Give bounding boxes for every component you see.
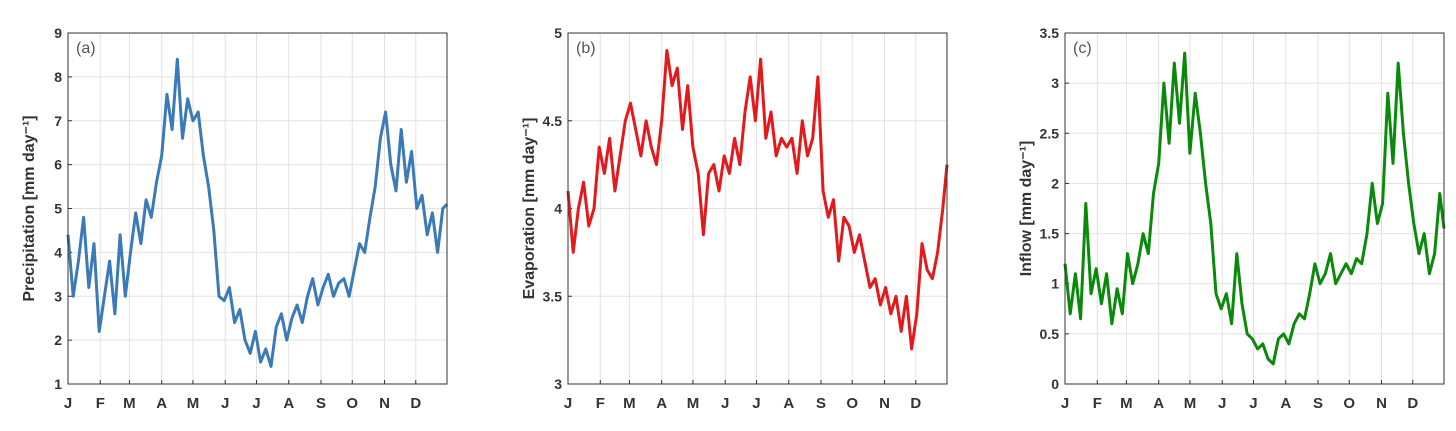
panel-label: (c) xyxy=(1073,40,1092,57)
x-tick-label: N xyxy=(879,395,890,412)
y-tick-label: 3 xyxy=(554,376,562,392)
y-tick-label: 4 xyxy=(54,244,62,260)
y-tick-label: 4.5 xyxy=(543,113,563,129)
x-tick-label: A xyxy=(1280,395,1291,412)
x-tick-label: J xyxy=(1061,395,1069,412)
x-tick-label: O xyxy=(346,395,358,412)
x-tick-label: F xyxy=(596,395,605,412)
y-tick-label: 2 xyxy=(54,332,62,348)
y-tick-label: 3 xyxy=(54,288,62,304)
y-tick-label: 9 xyxy=(54,25,62,41)
x-tick-label: A xyxy=(156,395,167,412)
panel-label: (b) xyxy=(576,40,596,57)
axes-box xyxy=(1064,32,1445,385)
y-tick-label: 4 xyxy=(554,201,562,217)
data-line xyxy=(1063,51,1446,366)
x-tick-label: S xyxy=(316,395,326,412)
y-tick-label: 3.5 xyxy=(1040,25,1060,41)
x-tick-label: M xyxy=(687,395,700,412)
x-tick-label: J xyxy=(64,395,72,412)
y-tick-label: 2.5 xyxy=(1040,125,1060,141)
x-tick-label: M xyxy=(123,395,136,412)
x-tick-label: S xyxy=(816,395,826,412)
x-tick-label: A xyxy=(783,395,794,412)
x-tick-label: J xyxy=(221,395,229,412)
x-tick-label: A xyxy=(283,395,294,412)
x-tick-label: N xyxy=(379,395,390,412)
x-tick-label: J xyxy=(564,395,572,412)
x-tick-label: M xyxy=(187,395,200,412)
y-tick-label: 5 xyxy=(54,201,62,217)
x-tick-label: O xyxy=(846,395,858,412)
x-tick-label: J xyxy=(721,395,729,412)
x-tick-label: D xyxy=(410,395,421,412)
y-tick-label: 7 xyxy=(54,113,62,129)
x-tick-label: O xyxy=(1343,395,1355,412)
y-tick-label: 5 xyxy=(554,25,562,41)
y-tick-label: 1 xyxy=(1051,276,1059,292)
panel-label: (a) xyxy=(76,40,96,57)
x-tick-label: A xyxy=(1153,395,1164,412)
y-axis-label: Evaporation [mm day⁻¹] xyxy=(521,118,538,300)
y-tick-label: 3 xyxy=(1051,75,1059,91)
y-tick-label: 0.5 xyxy=(1040,326,1060,342)
x-tick-label: D xyxy=(910,395,921,412)
x-tick-label: M xyxy=(1184,395,1197,412)
x-tick-label: D xyxy=(1407,395,1418,412)
x-tick-label: M xyxy=(623,395,636,412)
y-axis-label: Precipitation [mm day⁻¹] xyxy=(21,115,38,301)
axes-box xyxy=(67,32,448,385)
x-tick-label: J xyxy=(752,395,760,412)
y-tick-label: 2 xyxy=(1051,175,1059,191)
x-tick-label: N xyxy=(1376,395,1387,412)
y-tick-label: 1.5 xyxy=(1040,226,1060,242)
x-tick-label: J xyxy=(252,395,260,412)
x-tick-label: J xyxy=(1218,395,1226,412)
data-line xyxy=(66,57,449,368)
x-tick-label: S xyxy=(1313,395,1323,412)
x-tick-label: J xyxy=(1249,395,1257,412)
y-axis-label: Inflow [mm day⁻¹] xyxy=(1018,141,1035,277)
x-tick-label: F xyxy=(1093,395,1102,412)
axes-box xyxy=(567,32,948,385)
x-tick-label: M xyxy=(1120,395,1133,412)
x-tick-label: A xyxy=(656,395,667,412)
y-tick-label: 6 xyxy=(54,157,62,173)
x-tick-label: F xyxy=(96,395,105,412)
y-tick-label: 8 xyxy=(54,69,62,85)
data-line xyxy=(566,49,949,351)
y-tick-label: 0 xyxy=(1051,376,1059,392)
y-tick-label: 1 xyxy=(54,376,62,392)
y-tick-label: 3.5 xyxy=(543,288,563,304)
